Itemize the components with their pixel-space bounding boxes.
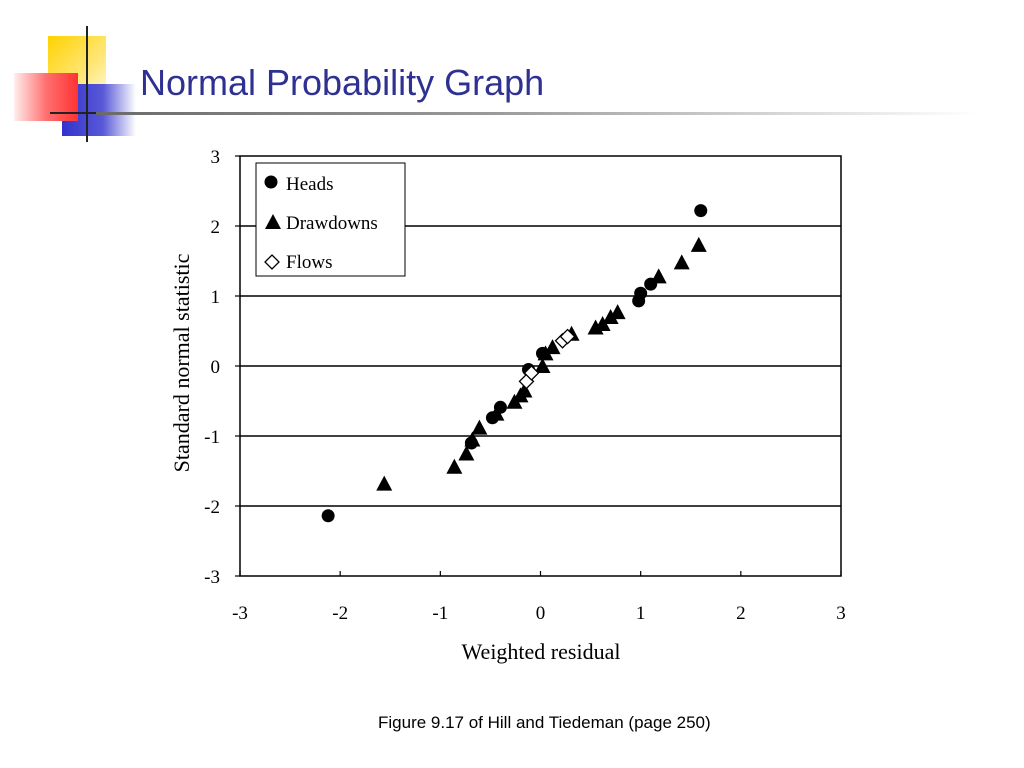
x-axis-label: Weighted residual <box>462 639 621 664</box>
drawdowns-point <box>650 268 667 284</box>
x-tick-label: 1 <box>636 603 646 624</box>
y-tick-label: 3 <box>211 147 221 168</box>
x-tick-label: 3 <box>836 603 846 624</box>
y-tick-label: 1 <box>211 287 221 308</box>
legend-flows-marker <box>264 254 280 270</box>
legend-flows-label: Flows <box>286 252 332 273</box>
flows-point <box>559 328 576 345</box>
flows-point <box>523 365 540 381</box>
drawdowns-point <box>534 358 551 373</box>
heads-point <box>321 509 335 523</box>
legend-drawdowns-label: Drawdowns <box>286 213 378 234</box>
drawdowns-point <box>544 339 561 355</box>
x-tick-label: -1 <box>432 603 448 624</box>
deco-vertical-line <box>86 26 88 142</box>
drawdowns-point <box>488 405 505 421</box>
x-tick-label: -3 <box>232 603 248 624</box>
heads-point <box>694 204 708 218</box>
drawdowns-point <box>458 445 475 461</box>
heads-point <box>634 286 648 300</box>
drawdowns-point <box>609 304 626 320</box>
y-tick-label: -1 <box>204 427 220 448</box>
drawdowns-point <box>594 316 611 331</box>
y-axis-label: Standard normal statistic <box>169 253 194 472</box>
figure-caption: Figure 9.17 of Hill and Tiedeman (page 2… <box>378 713 711 732</box>
legend-heads-marker <box>264 175 278 189</box>
drawdowns-point <box>446 458 463 474</box>
drawdowns-point <box>690 236 707 252</box>
y-tick-label: 2 <box>211 217 221 238</box>
slide-title: Normal Probability Graph <box>140 62 545 103</box>
drawdowns-point <box>464 431 481 447</box>
y-tick-label: -2 <box>204 497 220 518</box>
x-tick-label: -2 <box>332 603 348 624</box>
legend-drawdowns-marker <box>265 214 281 229</box>
legend-box <box>255 162 406 277</box>
legend: Heads Drawdowns Flows <box>255 162 406 277</box>
x-tick-label: 0 <box>536 603 546 624</box>
title-underline <box>96 112 976 115</box>
legend-heads-label: Heads <box>286 174 333 195</box>
x-tick-label: 2 <box>736 603 746 624</box>
drawdowns-point <box>673 254 690 270</box>
y-tick-label: 0 <box>211 357 221 378</box>
y-tick-label: -3 <box>204 567 220 588</box>
drawdowns-point <box>602 309 619 324</box>
drawdowns-point <box>376 475 393 491</box>
drawdowns-point <box>471 419 488 435</box>
deco-horizontal-line <box>50 112 110 114</box>
drawdowns-point <box>516 382 533 398</box>
